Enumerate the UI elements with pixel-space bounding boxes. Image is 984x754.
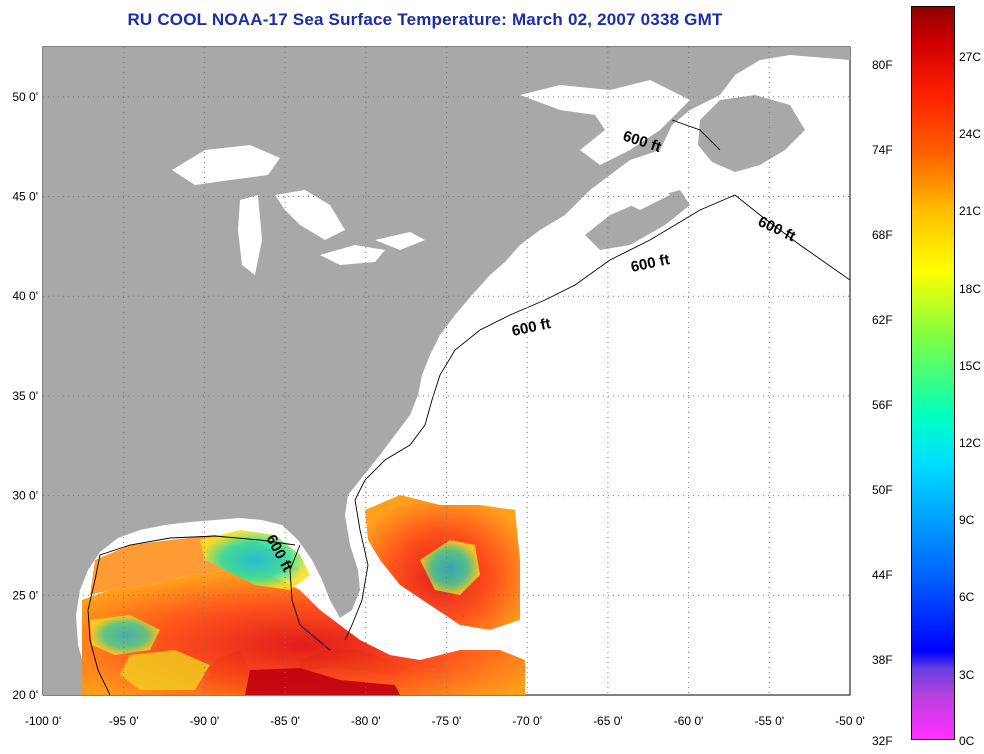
longitude-tick-label: -85 0' [270, 714, 300, 728]
temperature-colorbar [911, 6, 955, 740]
latitude-tick-label: 25 0' [12, 588, 38, 602]
longitude-tick-label: -50 0' [835, 714, 865, 728]
latitude-tick-label: 40 0' [12, 289, 38, 303]
fahrenheit-label: 50F [872, 483, 893, 497]
nova-scotia-land [585, 190, 690, 250]
fahrenheit-label: 62F [872, 313, 893, 327]
fahrenheit-label: 44F [872, 568, 893, 582]
celsius-label: 15C [959, 358, 982, 373]
longitude-tick-label: -60 0' [674, 714, 704, 728]
fahrenheit-label: 68F [872, 228, 893, 242]
celsius-label: 27C [959, 50, 982, 64]
fahrenheit-label: 32F [872, 734, 893, 748]
fahrenheit-label: 74F [872, 143, 893, 157]
longitude-tick-label: -80 0' [351, 714, 381, 728]
isobath-600ft [87, 119, 850, 695]
newfoundland-land [698, 95, 805, 172]
celsius-label: 18C [959, 281, 982, 296]
celsius-label: 0C [959, 734, 975, 748]
fahrenheit-label: 38F [872, 653, 893, 667]
great-lakes [172, 80, 690, 275]
celsius-label: 6C [959, 590, 975, 605]
longitude-tick-label: -70 0' [512, 714, 542, 728]
latitude-labels: 20 0' 25 0' 30 0' 35 0' 40 0' 45 0' 50 0' [12, 90, 38, 702]
longitude-tick-label: -75 0' [432, 714, 462, 728]
longitude-tick-label: -100 0' [25, 714, 61, 728]
latitude-tick-label: 35 0' [12, 389, 38, 403]
celsius-label: 21C [959, 204, 982, 219]
map-title: RU COOL NOAA-17 Sea Surface Temperature:… [127, 10, 723, 29]
graticule [43, 47, 850, 695]
latitude-tick-label: 50 0' [12, 90, 38, 104]
fahrenheit-label: 80F [872, 58, 893, 72]
celsius-label: 3C [959, 667, 975, 682]
longitude-labels: -100 0' -95 0' -90 0' -85 0' -80 0' -75 0' -70… [25, 714, 865, 728]
latitude-tick-label: 45 0' [12, 190, 38, 204]
longitude-tick-label: -90 0' [190, 714, 220, 728]
longitude-tick-label: -55 0' [754, 714, 784, 728]
celsius-label: 12C [959, 436, 982, 450]
fahrenheit-label: 56F [872, 398, 893, 412]
longitude-tick-label: -65 0' [593, 714, 623, 728]
latitude-tick-label: 20 0' [12, 688, 38, 702]
celsius-label: 24C [959, 127, 982, 142]
longitude-tick-label: -95 0' [109, 714, 139, 728]
sst-swath [82, 495, 525, 695]
celsius-label: 9C [959, 513, 975, 528]
latitude-tick-label: 30 0' [12, 489, 38, 503]
